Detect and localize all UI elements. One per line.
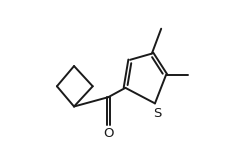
Text: S: S: [153, 107, 161, 120]
Text: O: O: [103, 127, 114, 140]
